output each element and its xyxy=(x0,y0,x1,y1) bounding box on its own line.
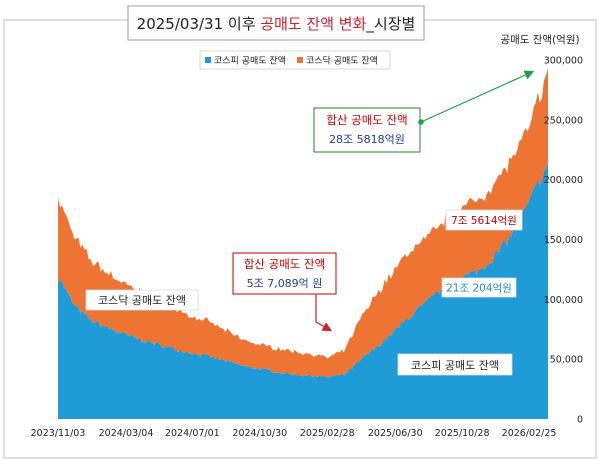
annotation-total-peak-value: 28조 5818억원 xyxy=(329,133,405,146)
y-tick-label: 100,000 xyxy=(544,295,583,306)
label-kosdaq: 코스닥 공매도 잔액 xyxy=(85,289,199,311)
y-axis: 0 50,000 100,000 150,000 200,000 250,000 300,0… xyxy=(544,56,583,426)
x-tick-label: 2024/03/04 xyxy=(99,428,154,439)
x-tick-label: 2026/02/25 xyxy=(502,428,557,439)
x-axis: 2023/11/03 2024/03/04 2024/07/01 2024/10/30… xyxy=(31,428,557,439)
y-tick-label: 50,000 xyxy=(550,355,583,366)
x-tick-label: 2024/10/30 xyxy=(232,428,287,439)
label-kospi: 코스피 공매도 잔액 xyxy=(397,353,513,376)
annotation-total-trough-title: 합산 공매도 잔액 xyxy=(244,257,325,271)
y-tick-label: 250,000 xyxy=(544,115,583,126)
annotation-kospi-now: 21조 204억원 xyxy=(441,277,517,298)
annotation-total-peak-title: 합산 공매도 잔액 xyxy=(326,113,407,127)
annotation-kosdaq-now: 7조 5614억원 xyxy=(445,209,523,231)
y-tick-label: 0 xyxy=(577,415,583,426)
legend-swatch-kosdaq xyxy=(297,57,303,63)
title-highlight: 공매도 잔액 변화 xyxy=(260,15,366,33)
x-tick-label: 2025/10/28 xyxy=(435,428,490,439)
chart-title: 2025/03/31 이후 공매도 잔액 변화_시장별 xyxy=(127,5,425,41)
annotation-kospi-now-text: 21조 204억원 xyxy=(446,283,512,295)
x-tick-label: 2024/07/01 xyxy=(165,428,220,439)
legend: 코스피 공매도 잔액 코스닥 공매도 잔액 xyxy=(199,50,391,70)
series-kosdaq-area xyxy=(58,68,548,419)
legend-swatch-kospi xyxy=(205,57,211,63)
x-tick-label: 2025/02/28 xyxy=(300,428,355,439)
y-axis-title: 공매도 잔액(억원) xyxy=(500,34,579,46)
y-tick-label: 150,000 xyxy=(544,235,583,246)
title-suffix: _시장별 xyxy=(365,15,415,34)
label-kospi-text: 코스피 공매도 잔액 xyxy=(411,359,499,372)
svg-text:2025/03/31 이후 공매도 잔액 변화_시장별: 2025/03/31 이후 공매도 잔액 변화_시장별 xyxy=(137,15,416,34)
x-tick-label: 2025/06/30 xyxy=(368,428,423,439)
legend-label-kosdaq: 코스닥 공매도 잔액 xyxy=(306,55,378,67)
x-tick-label: 2023/11/03 xyxy=(31,428,86,439)
y-tick-label: 200,000 xyxy=(544,175,583,186)
annotation-total-trough-value: 5조 7,089억 원 xyxy=(247,277,323,290)
label-kosdaq-text: 코스닥 공매도 잔액 xyxy=(98,294,186,307)
title-date: 2025/03/31 이후 xyxy=(137,15,261,33)
legend-label-kospi: 코스피 공매도 잔액 xyxy=(214,55,286,67)
annotation-total-trough: 합산 공매도 잔액 5조 7,089억 원 xyxy=(232,252,337,332)
annotation-total-peak: 합산 공매도 잔액 28조 5818억원 xyxy=(313,70,535,153)
y-tick-label: 300,000 xyxy=(544,56,583,67)
annotation-kosdaq-now-text: 7조 5614억원 xyxy=(451,215,517,227)
